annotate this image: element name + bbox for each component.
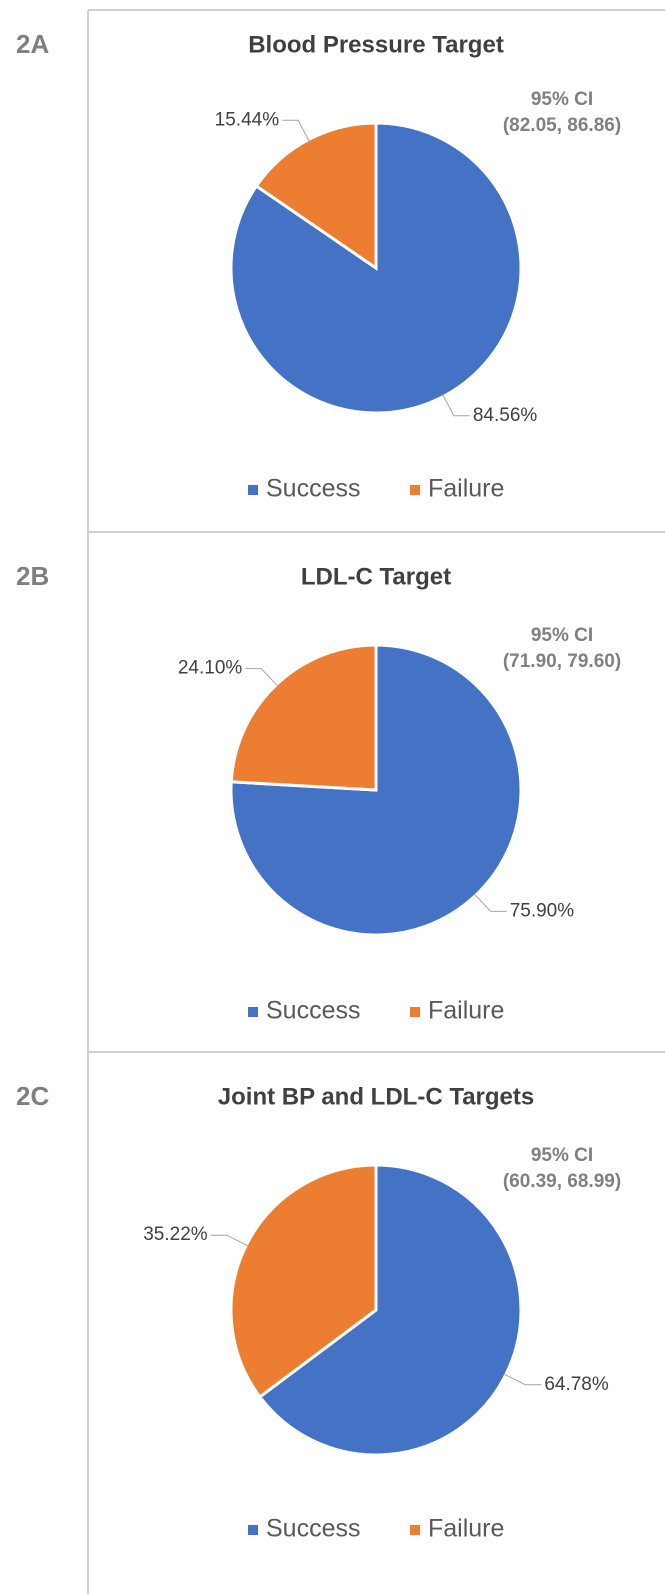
annotation: (71.90, 79.60) — [503, 651, 621, 672]
data-label: 35.22% — [143, 1224, 208, 1245]
legend-label: Failure — [428, 1515, 504, 1543]
leader-line — [442, 394, 470, 417]
data-label: 15.44% — [215, 109, 280, 130]
legend-label: Success — [266, 475, 360, 503]
legend-label: Success — [266, 997, 360, 1025]
chart-title: LDL-C Target — [301, 563, 451, 590]
leader-line — [473, 893, 507, 912]
leader-line — [210, 1234, 249, 1247]
legend-label: Failure — [428, 997, 504, 1025]
legend-swatch — [248, 1007, 258, 1017]
legend-swatch — [248, 1525, 258, 1535]
legend-swatch — [410, 1007, 420, 1017]
legend-label: Success — [266, 1515, 360, 1543]
data-label: 84.56% — [473, 405, 538, 426]
leader-line — [503, 1373, 542, 1386]
leader-line — [282, 119, 310, 142]
pie-slice — [229, 643, 378, 792]
legend-swatch — [410, 485, 420, 495]
annotation: 95% CI — [531, 1145, 593, 1166]
panel-label: 2A — [16, 29, 49, 59]
leader-line — [245, 668, 279, 687]
chart-title: Blood Pressure Target — [248, 31, 504, 58]
legend-swatch — [410, 1525, 420, 1535]
annotation: (60.39, 68.99) — [503, 1171, 621, 1192]
panel-label: 2C — [16, 1081, 49, 1111]
panel-label: 2B — [16, 561, 49, 591]
data-label: 75.90% — [510, 900, 575, 921]
legend-label: Failure — [428, 475, 504, 503]
legend-swatch — [248, 485, 258, 495]
annotation: (82.05, 86.86) — [503, 115, 621, 136]
chart-title: Joint BP and LDL-C Targets — [218, 1083, 534, 1110]
annotation: 95% CI — [531, 625, 593, 646]
data-label: 24.10% — [178, 658, 243, 679]
annotation: 95% CI — [531, 89, 593, 110]
data-label: 64.78% — [544, 1374, 609, 1395]
